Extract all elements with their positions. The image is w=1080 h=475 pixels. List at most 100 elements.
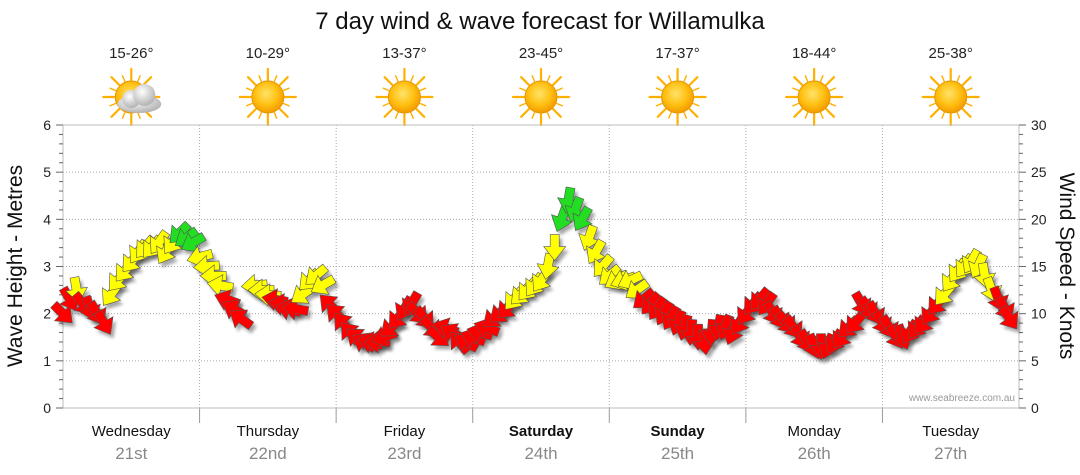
sun-ray (245, 102, 253, 107)
sun-ray (282, 87, 290, 92)
wind-arrow (543, 234, 567, 262)
day-name-label: Friday (384, 423, 426, 440)
sun-ray (941, 75, 945, 83)
y2-tick-label: 10 (1031, 306, 1047, 322)
sun-ray (531, 111, 536, 119)
day-temperature: 18-44° (792, 45, 836, 62)
chart-title: 7 day wind & wave forecast for Willamulk… (315, 8, 765, 35)
sun-ray (245, 87, 253, 92)
sun-ray (956, 75, 961, 83)
sun-ray (656, 76, 667, 87)
day-date-label: 25th (661, 444, 694, 463)
sun-ray (415, 107, 426, 118)
sun-disc (251, 80, 285, 114)
day-date-label: 27th (934, 444, 967, 463)
y2-tick-label: 25 (1031, 164, 1047, 180)
sun-ray (110, 76, 121, 87)
day-date-label: 21st (115, 444, 147, 463)
sun-ray (519, 102, 527, 107)
sun-ray (419, 102, 427, 107)
sun-ray (121, 111, 126, 119)
sun-ray (546, 75, 551, 83)
y-tick-label: 1 (43, 353, 51, 369)
sun-ray (793, 107, 804, 118)
sun-ray (419, 87, 427, 92)
day-name-label: Saturday (509, 423, 574, 440)
day-temperature: 25-38° (929, 45, 973, 62)
sun-ray (109, 87, 117, 92)
wind-arrow (997, 304, 1019, 330)
sun-icon (511, 67, 571, 127)
sun-icon (921, 67, 980, 127)
y2-tick-label: 20 (1031, 211, 1047, 227)
day-name-label: Sunday (650, 423, 705, 440)
sun-ray (929, 107, 940, 118)
sun-ray (941, 111, 945, 119)
sun-ray (683, 111, 688, 119)
day-name-label: Tuesday (922, 423, 979, 440)
sun-ray (928, 87, 936, 92)
sun-disc (387, 80, 421, 114)
sun-ray (520, 107, 531, 118)
sun-icon (238, 67, 297, 127)
sun-disc (797, 80, 831, 114)
wind-arrow (586, 238, 607, 264)
sun-icon (375, 67, 434, 127)
cloud-part (133, 84, 156, 106)
sun-icon (785, 67, 844, 127)
sun-ray (278, 76, 289, 87)
sun-ray (410, 75, 414, 83)
y2-tick-label: 5 (1031, 353, 1039, 369)
wind-arrow (229, 309, 255, 330)
sun-ray (825, 107, 836, 118)
day-date-label: 23rd (387, 444, 421, 463)
day-temperature: 17-37° (655, 45, 699, 62)
sun-icon (648, 67, 707, 127)
y-tick-label: 3 (43, 259, 51, 275)
sun-ray (956, 111, 961, 119)
sun-ray (546, 111, 551, 119)
sun-ray (655, 102, 663, 107)
sun-ray (793, 76, 804, 87)
sun-ray (668, 75, 672, 83)
sun-ray (928, 102, 936, 107)
sun-ray (121, 75, 126, 83)
sun-ray (137, 111, 141, 119)
sun-ray (692, 87, 700, 92)
sun-ray (137, 75, 141, 83)
sun-ray (246, 107, 257, 118)
sun-ray (273, 111, 278, 119)
y-tick-label: 4 (43, 211, 51, 227)
sun-disc (661, 80, 695, 114)
day-name-label: Thursday (237, 423, 300, 440)
sun-ray (142, 76, 153, 87)
sun-ray (258, 111, 263, 119)
sun-disc (524, 80, 558, 114)
sun-ray (382, 87, 390, 92)
wind-arrow (93, 309, 114, 335)
sun-ray (551, 76, 562, 87)
sun-ray (415, 76, 426, 87)
sun-ray (383, 76, 394, 87)
y-tick-label: 2 (43, 306, 51, 322)
y-tick-label: 6 (43, 117, 51, 133)
sun-ray (109, 102, 117, 107)
sun-ray (555, 102, 563, 107)
day-temperature: 13-37° (382, 45, 426, 62)
sun-ray (383, 107, 394, 118)
credit-label: www.seabreeze.com.au (908, 393, 1015, 404)
sun-ray (410, 111, 414, 119)
sun-ray (656, 107, 667, 118)
sun-ray (519, 87, 527, 92)
sun-ray (961, 107, 972, 118)
wind-arrow (572, 205, 593, 231)
sun-ray (683, 75, 688, 83)
sun-ray (965, 87, 973, 92)
y-tick-label: 0 (43, 400, 51, 416)
y2-tick-label: 0 (1031, 400, 1039, 416)
sun-ray (655, 87, 663, 92)
day-temperature: 10-29° (246, 45, 290, 62)
day-name-label: Monday (787, 423, 841, 440)
sun-ray (829, 102, 837, 107)
partly-cloudy-icon (102, 67, 162, 127)
